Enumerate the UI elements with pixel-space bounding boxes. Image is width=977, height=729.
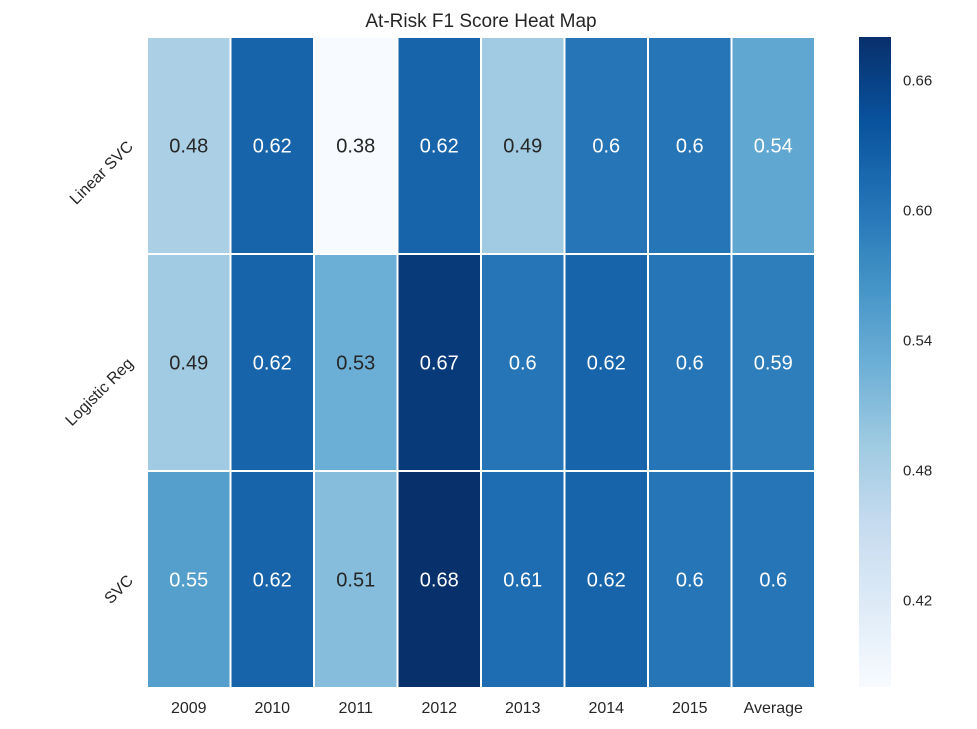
heatmap-cell <box>229 253 315 472</box>
x-tick-label: 2012 <box>421 700 457 717</box>
cell-value-label: 0.6 <box>592 136 620 158</box>
heatmap-cell <box>730 253 816 472</box>
heatmap-cell <box>563 253 649 472</box>
cell-value-label: 0.48 <box>169 136 208 158</box>
y-tick-label: Linear SVC <box>67 138 137 208</box>
heatmap-cells: 0.48 0.62 0.38 0.62 0.49 0.6 0.6 0.54 0.49 0.62 0.… <box>146 36 816 689</box>
x-tick-label: 2009 <box>171 700 207 717</box>
cell-value-label: 0.6 <box>676 570 704 592</box>
cell-value-label: 0.53 <box>336 353 375 375</box>
x-tick-label: Average <box>744 700 803 717</box>
colorbar <box>859 37 891 687</box>
x-tick-label: 2013 <box>505 700 541 717</box>
colorbar-ticks: 0.42 0.48 0.54 0.60 0.66 <box>903 72 932 609</box>
y-tick-label: Logistic Reg <box>63 355 137 429</box>
x-tick-labels: 2009 2010 2011 2012 2013 2014 2015 Average <box>171 700 803 717</box>
heatmap-cell <box>563 470 649 689</box>
cell-value-label: 0.51 <box>336 570 375 592</box>
x-tick-label: 2010 <box>254 700 290 717</box>
x-tick-label: 2014 <box>588 700 624 717</box>
colorbar-tick-label: 0.42 <box>903 592 932 609</box>
x-tick-label: 2011 <box>339 700 374 717</box>
cell-value-label: 0.59 <box>754 353 793 375</box>
heatmap-cell <box>229 36 315 255</box>
heatmap-cell <box>146 470 232 689</box>
heatmap-cell <box>730 470 816 689</box>
colorbar-tick-label: 0.60 <box>903 202 932 219</box>
cell-value-label: 0.62 <box>420 136 459 158</box>
heatmap-cell <box>563 36 649 255</box>
colorbar-tick-label: 0.54 <box>903 332 932 349</box>
chart-title: At-Risk F1 Score Heat Map <box>365 11 596 32</box>
cell-value-label: 0.38 <box>336 136 375 158</box>
cell-value-label: 0.62 <box>253 136 292 158</box>
cell-value-label: 0.54 <box>754 136 793 158</box>
cell-value-label: 0.6 <box>676 136 704 158</box>
cell-value-label: 0.49 <box>503 136 542 158</box>
cell-value-label: 0.55 <box>169 570 208 592</box>
heatmap-cell <box>730 36 816 255</box>
cell-value-label: 0.62 <box>587 353 626 375</box>
colorbar-tick-label: 0.48 <box>903 462 932 479</box>
heatmap-cell <box>313 36 399 255</box>
y-tick-labels: Linear SVC Logistic Reg SVC <box>63 138 137 607</box>
heatmap-cell <box>647 470 733 689</box>
cell-value-label: 0.67 <box>420 353 459 375</box>
y-tick-label: SVC <box>102 572 137 607</box>
heatmap-cell <box>146 36 232 255</box>
cell-value-label: 0.62 <box>253 353 292 375</box>
colorbar-tick-label: 0.66 <box>903 72 932 89</box>
cell-value-label: 0.61 <box>503 570 542 592</box>
cell-value-label: 0.6 <box>509 353 537 375</box>
heatmap-cell <box>396 253 482 472</box>
heatmap-cell <box>229 470 315 689</box>
heatmap-cell <box>313 470 399 689</box>
heatmap-cell <box>396 470 482 689</box>
cell-value-label: 0.62 <box>253 570 292 592</box>
cell-value-label: 0.6 <box>759 570 787 592</box>
cell-value-label: 0.68 <box>420 570 459 592</box>
heatmap-cell <box>480 470 566 689</box>
cell-value-label: 0.49 <box>169 353 208 375</box>
cell-value-label: 0.62 <box>587 570 626 592</box>
x-tick-label: 2015 <box>672 700 708 717</box>
cell-value-label: 0.6 <box>676 353 704 375</box>
